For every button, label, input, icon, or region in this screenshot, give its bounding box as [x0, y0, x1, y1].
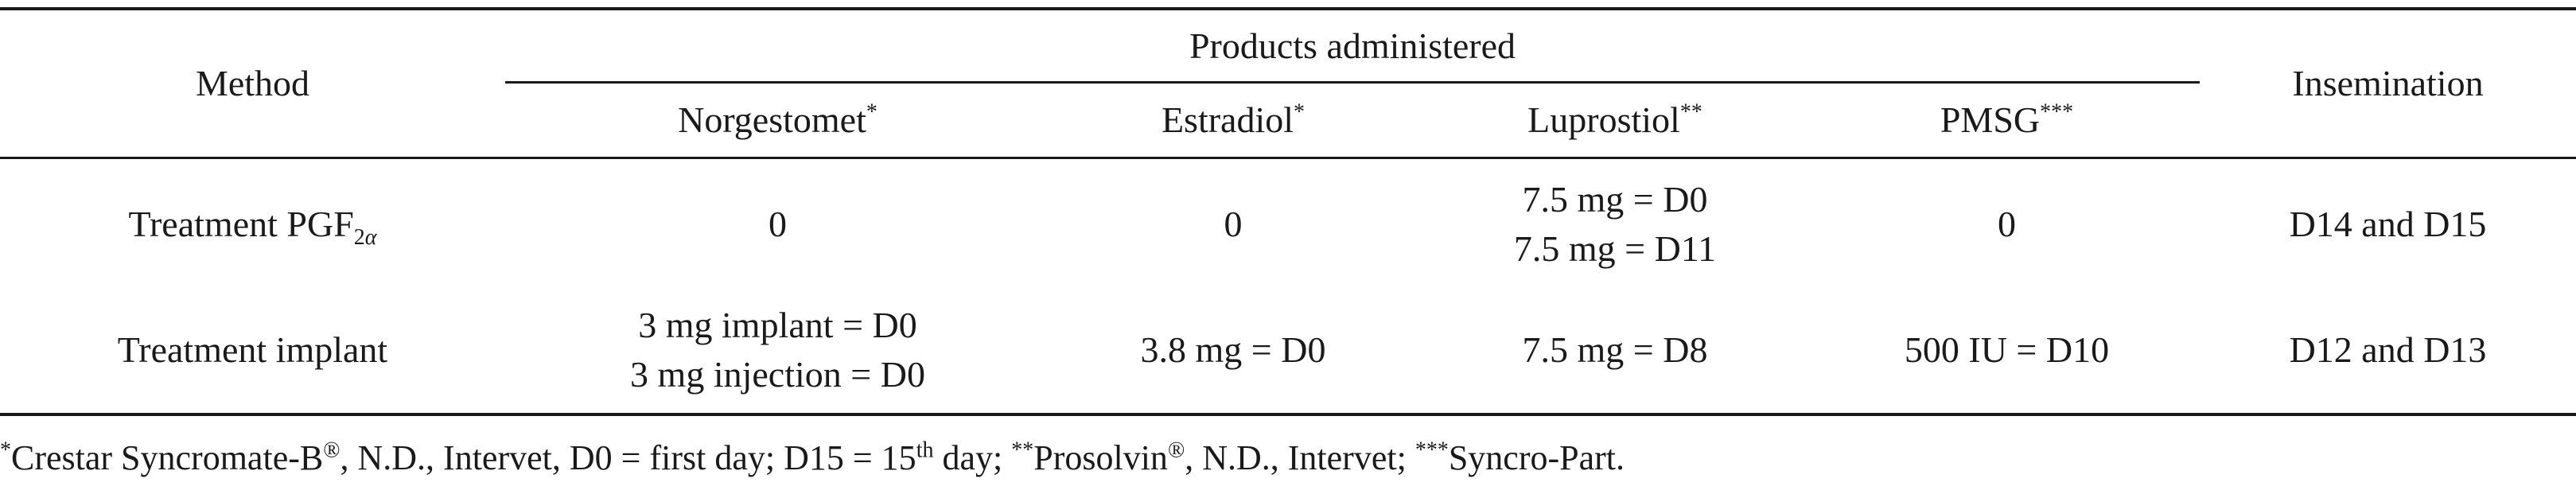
- pgf-subscript: 2α: [353, 225, 377, 251]
- row-1-method: Treatment PGF2α: [128, 204, 377, 251]
- header-bottom-rule: [0, 157, 2576, 159]
- footnote-mark: *: [866, 99, 877, 125]
- header-norgestomet: Norgestomet*: [678, 99, 877, 140]
- footnote-mark: **: [1679, 99, 1702, 125]
- header-method: Method: [195, 63, 310, 103]
- header-insemination: Insemination: [2292, 63, 2484, 103]
- row-2-estradiol: 3.8 mg = D0: [1140, 329, 1326, 370]
- row-1-estradiol: 0: [1224, 204, 1243, 244]
- table-top-rule: [0, 7, 2576, 10]
- footnote-mark: *: [1294, 99, 1306, 125]
- header-luprostiol: Luprostiol**: [1527, 99, 1702, 140]
- table-bottom-rule: [0, 413, 2576, 416]
- row-2-luprostiol: 7.5 mg = D8: [1522, 329, 1708, 370]
- row-2-pmsg: 500 IU = D10: [1904, 329, 2110, 370]
- row-1-norgestomet: 0: [769, 204, 787, 244]
- header-pmsg: PMSG***: [1940, 99, 2074, 140]
- footnote-mark: ***: [2040, 99, 2074, 125]
- row-1-pmsg: 0: [1998, 204, 2016, 244]
- row-2-insemination: D12 and D13: [2289, 329, 2487, 370]
- row-2-method: Treatment implant: [117, 329, 388, 370]
- row-2-norgestomet: 3 mg implant = D0 3 mg injection = D0: [630, 305, 925, 395]
- header-products-administered: Products administered: [1189, 25, 1516, 66]
- header-estradiol: Estradiol*: [1161, 99, 1306, 140]
- products-group-rule: [505, 81, 2200, 84]
- row-1-insemination: D14 and D15: [2289, 204, 2487, 244]
- row-1-luprostiol: 7.5 mg = D0 7.5 mg = D11: [1513, 179, 1717, 269]
- table-footnote: *Crestar Syncromate-B®, N.D., Intervet, …: [0, 438, 1625, 477]
